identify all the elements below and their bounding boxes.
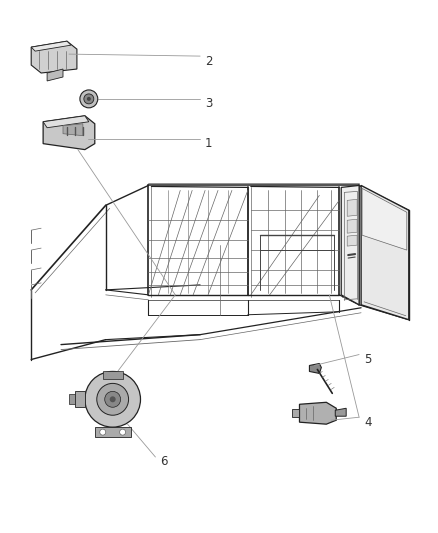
Polygon shape (47, 69, 63, 81)
Polygon shape (347, 235, 357, 246)
Polygon shape (69, 394, 75, 404)
Circle shape (120, 429, 126, 435)
Polygon shape (300, 402, 336, 424)
Circle shape (87, 97, 91, 101)
Polygon shape (31, 41, 71, 51)
Polygon shape (95, 427, 131, 437)
Circle shape (100, 429, 106, 435)
Text: 1: 1 (205, 137, 212, 150)
Polygon shape (292, 409, 300, 417)
Polygon shape (347, 199, 357, 216)
Circle shape (80, 90, 98, 108)
Polygon shape (43, 116, 95, 150)
Circle shape (97, 383, 129, 415)
Polygon shape (362, 188, 407, 250)
Polygon shape (347, 219, 357, 233)
Text: 6: 6 (160, 456, 168, 469)
Text: 5: 5 (364, 353, 371, 366)
Text: 4: 4 (364, 416, 371, 429)
Circle shape (110, 397, 116, 402)
Polygon shape (75, 391, 85, 407)
Polygon shape (335, 408, 346, 416)
Polygon shape (31, 41, 77, 73)
Circle shape (105, 391, 120, 407)
Text: 3: 3 (205, 98, 212, 110)
Polygon shape (63, 124, 83, 136)
Circle shape (84, 94, 94, 104)
Polygon shape (309, 364, 321, 374)
Polygon shape (43, 116, 89, 128)
Polygon shape (361, 185, 409, 320)
Polygon shape (341, 185, 359, 305)
Circle shape (85, 372, 141, 427)
Polygon shape (103, 372, 123, 379)
Text: 2: 2 (205, 54, 212, 68)
